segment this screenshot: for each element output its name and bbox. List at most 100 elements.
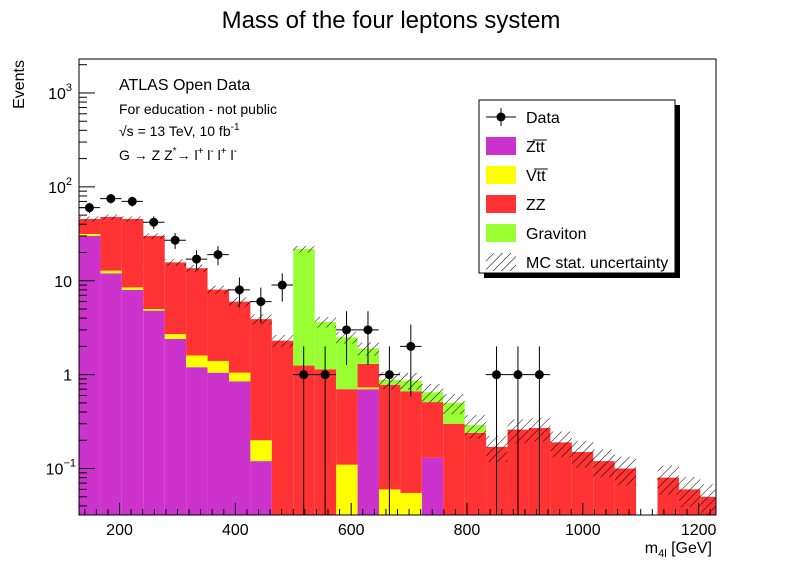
legend-label-1: Vt̅t̅ <box>526 168 548 185</box>
data-point-12 <box>342 325 352 335</box>
uncert-bin-28 <box>678 476 701 508</box>
bar-0-8 <box>250 461 272 515</box>
y-tick-label-3: 1 <box>63 368 72 385</box>
bar-2-23 <box>571 452 594 515</box>
legend-swatch-2 <box>486 195 516 213</box>
annotation-atlas: ATLAS Open Data <box>119 77 250 94</box>
data-point-0 <box>84 203 94 213</box>
bar-2-0 <box>79 218 101 234</box>
bar-2-8 <box>250 319 272 441</box>
bar-2-12 <box>336 389 358 465</box>
uncert-bin-4 <box>164 259 187 266</box>
data-point-16 <box>492 370 502 380</box>
legend-label-2: ZZ <box>526 197 546 214</box>
bar-2-17 <box>443 423 465 515</box>
bar-1-2 <box>121 287 144 290</box>
bar-0-6 <box>207 372 229 515</box>
data-point-9 <box>277 280 287 290</box>
bar-2-16 <box>421 402 444 458</box>
bar-0-4 <box>164 338 187 515</box>
uncert-bin-3 <box>143 233 165 239</box>
bar-1-1 <box>100 270 122 274</box>
x-tick-label-600: 600 <box>338 522 365 539</box>
legend-swatch-uncert <box>486 253 516 271</box>
bar-1-15 <box>400 492 422 515</box>
bar-2-5 <box>186 268 208 356</box>
uncert-bin-24 <box>593 449 615 478</box>
data-point-10 <box>299 370 309 380</box>
bar-2-6 <box>207 289 229 361</box>
annotation-block: ATLAS Open Data For education - not publ… <box>119 77 277 163</box>
legend-swatch-1 <box>486 166 516 184</box>
y-tick-label-1: 102 <box>48 176 72 197</box>
legend: Data Zt̅t̅ Vt̅t̅ ZZ Graviton MC stat. uncerta… <box>478 99 680 278</box>
bar-2-4 <box>164 262 187 335</box>
annotation-education: For education - not public <box>119 101 277 117</box>
y-tick-label-2: 10 <box>54 274 72 291</box>
bar-3-11 <box>314 321 337 370</box>
legend-data-marker <box>496 112 506 122</box>
bar-0-5 <box>186 367 208 515</box>
data-point-15 <box>406 341 416 351</box>
bar-0-3 <box>143 310 165 515</box>
data-point-6 <box>213 250 223 260</box>
x-tick-label-200: 200 <box>106 522 133 539</box>
bar-2-18 <box>464 432 487 515</box>
bar-1-6 <box>207 360 229 373</box>
data-point-18 <box>534 370 544 380</box>
bar-1-3 <box>143 309 165 311</box>
uncert-bin-27 <box>657 465 679 495</box>
bar-2-9 <box>271 340 294 515</box>
bar-0-0 <box>79 235 101 515</box>
legend-label-data: Data <box>526 110 560 127</box>
legend-label-uncert: MC stat. uncertainty <box>526 255 668 272</box>
bar-1-13 <box>357 387 379 390</box>
bar-2-1 <box>100 216 122 271</box>
x-tick-label-1000: 1000 <box>565 522 601 539</box>
uncert-bin-18 <box>464 415 487 439</box>
x-tick-label-400: 400 <box>222 522 249 539</box>
legend-swatch-0 <box>486 137 516 155</box>
data-point-3 <box>149 217 159 227</box>
annotation-process: G → Z Z*→ l+ l- l+ l- <box>119 146 237 163</box>
bar-0-1 <box>100 273 122 515</box>
x-axis-label: m4l [GeV] <box>645 540 712 560</box>
x-tick-label-1200: 1200 <box>681 522 717 539</box>
data-point-17 <box>513 370 523 380</box>
uncert-bin-10 <box>293 246 315 253</box>
legend-swatch-3 <box>486 224 516 242</box>
uncert-bin-16 <box>421 383 444 403</box>
legend-label-3: Graviton <box>526 226 586 243</box>
bar-1-0 <box>79 233 101 236</box>
bar-1-7 <box>228 372 251 382</box>
uncert-bin-25 <box>614 456 637 486</box>
bar-1-12 <box>336 464 358 515</box>
bar-3-10 <box>293 249 315 366</box>
data-point-4 <box>170 235 180 245</box>
x-axis: 200 400 600 800 1000 1200 <box>84 503 717 539</box>
bar-1-4 <box>164 334 187 339</box>
data-point-14 <box>384 370 394 380</box>
chart-title: Mass of the four leptons system <box>222 7 561 34</box>
bar-2-15 <box>400 391 422 493</box>
data-point-13 <box>363 325 373 335</box>
legend-label-0: Zt̅t̅ <box>526 139 547 156</box>
uncert-bin-17 <box>443 394 465 415</box>
uncert-bin-6 <box>207 285 229 294</box>
y-tick-label-0: 103 <box>48 82 72 103</box>
bar-0-7 <box>228 381 251 515</box>
uncert-bin-1 <box>100 214 122 220</box>
bar-2-3 <box>143 235 165 310</box>
y-axis-label: Events <box>11 60 28 109</box>
uncert-bin-11 <box>314 317 337 328</box>
bar-0-2 <box>121 289 144 515</box>
bar-0-16 <box>421 457 444 515</box>
stacked-bars <box>79 216 716 515</box>
uncert-bin-22 <box>550 431 572 458</box>
data-point-1 <box>106 194 116 204</box>
annotation-energy: √s = 13 TeV, 10 fb-1 <box>119 122 240 139</box>
y-tick-label-4: 10−1 <box>46 458 76 479</box>
